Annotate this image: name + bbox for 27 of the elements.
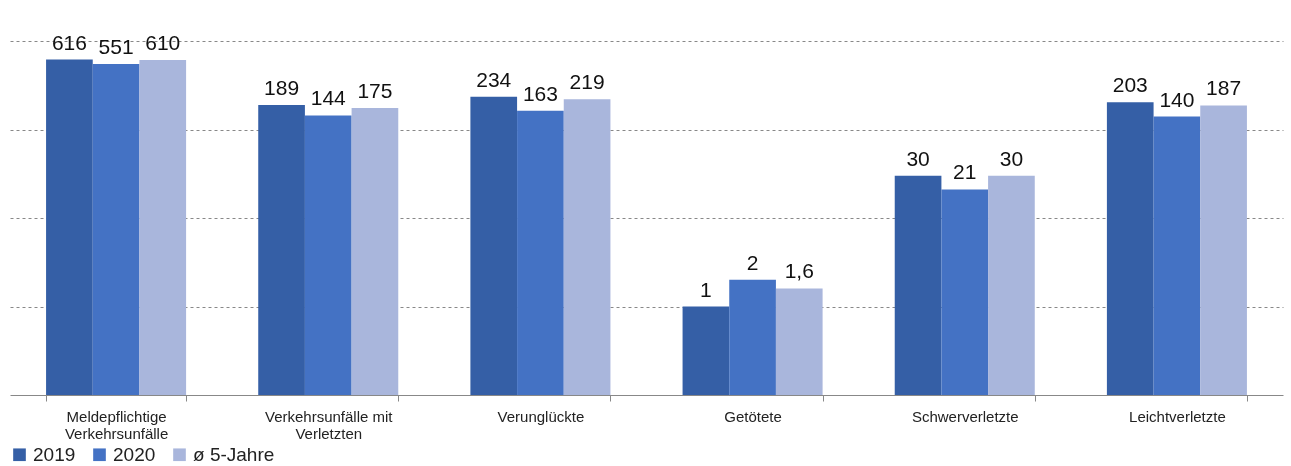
data-label: 203 — [1112, 73, 1148, 97]
data-label: 21 — [953, 160, 977, 184]
x-tick-label: Meldepflichtige Verkehrsunfälle — [64, 407, 169, 442]
data-label: 616 — [51, 30, 87, 54]
x-tick-label: Leichtverletzte — [1129, 407, 1226, 425]
data-label: 189 — [264, 76, 300, 100]
data-label: 1,6 — [784, 259, 814, 283]
legend-label: 2019 — [33, 443, 76, 465]
data-label: 2 — [746, 250, 759, 274]
data-label: 163 — [522, 81, 558, 105]
x-tick-label: Schwerverletzte — [911, 407, 1019, 425]
data-label: 610 — [145, 31, 181, 54]
data-label: 187 — [1206, 76, 1242, 100]
data-label: 175 — [357, 78, 393, 102]
x-tick-label: Getötete — [724, 407, 782, 425]
data-label: 140 — [1159, 87, 1195, 111]
legend-label: 2020 — [113, 443, 156, 465]
legend-label: ø 5-Jahre — [193, 443, 275, 465]
data-label: 234 — [476, 67, 512, 91]
data-label: 551 — [98, 34, 134, 58]
data-label: 30 — [906, 146, 930, 170]
data-label: 144 — [310, 86, 347, 110]
data-label: 1 — [700, 277, 712, 301]
data-label: 219 — [569, 70, 605, 94]
x-tick-label: Verunglückte — [497, 407, 585, 425]
x-tick-label: Verkehrsunfälle mit Verletzten — [264, 407, 394, 442]
data-label: 30 — [999, 146, 1024, 170]
